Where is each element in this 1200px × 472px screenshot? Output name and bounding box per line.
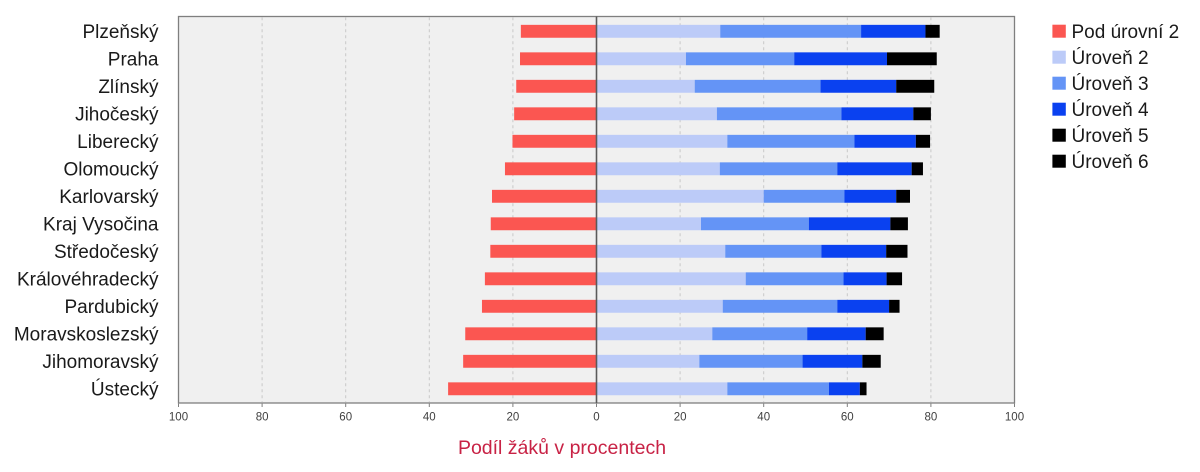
svg-text:100: 100 xyxy=(169,412,188,424)
svg-text:40: 40 xyxy=(423,412,436,424)
svg-text:Moravskoslezský: Moravskoslezský xyxy=(14,324,159,345)
svg-text:Olomoucký: Olomoucký xyxy=(63,159,159,180)
svg-text:Úroveň 4: Úroveň 4 xyxy=(1072,99,1150,121)
svg-text:Středočeský: Středočeský xyxy=(54,242,159,263)
svg-text:60: 60 xyxy=(339,412,352,424)
svg-text:80: 80 xyxy=(925,412,938,424)
svg-text:Plzeňský: Plzeňský xyxy=(82,22,159,43)
svg-text:60: 60 xyxy=(841,412,854,424)
svg-text:100: 100 xyxy=(1005,412,1024,424)
svg-text:Praha: Praha xyxy=(108,49,159,70)
svg-text:Úroveň 3: Úroveň 3 xyxy=(1072,73,1149,95)
svg-text:Jihočeský: Jihočeský xyxy=(75,104,159,125)
svg-text:Jihomoravský: Jihomoravský xyxy=(42,352,159,373)
svg-text:Ústecký: Ústecký xyxy=(91,378,159,400)
svg-text:Úroveň 5: Úroveň 5 xyxy=(1072,125,1149,147)
svg-text:0: 0 xyxy=(593,412,599,424)
svg-text:Úroveň 2: Úroveň 2 xyxy=(1072,47,1149,69)
svg-text:Úroveň 6: Úroveň 6 xyxy=(1072,151,1149,173)
svg-text:Pardubický: Pardubický xyxy=(65,297,159,318)
svg-text:40: 40 xyxy=(757,412,770,424)
svg-text:80: 80 xyxy=(256,412,269,424)
svg-text:Podíl žáků v procentech: Podíl žáků v procentech xyxy=(458,437,666,459)
svg-text:20: 20 xyxy=(507,412,520,424)
svg-text:Královéhradecký: Královéhradecký xyxy=(17,269,159,290)
svg-text:Kraj Vysočina: Kraj Vysočina xyxy=(43,214,159,235)
svg-text:Pod úrovní 2: Pod úrovní 2 xyxy=(1072,22,1180,43)
svg-text:Liberecký: Liberecký xyxy=(77,132,159,153)
svg-text:20: 20 xyxy=(674,412,687,424)
svg-text:Karlovarský: Karlovarský xyxy=(59,187,159,208)
svg-text:Zlínský: Zlínský xyxy=(98,77,159,98)
